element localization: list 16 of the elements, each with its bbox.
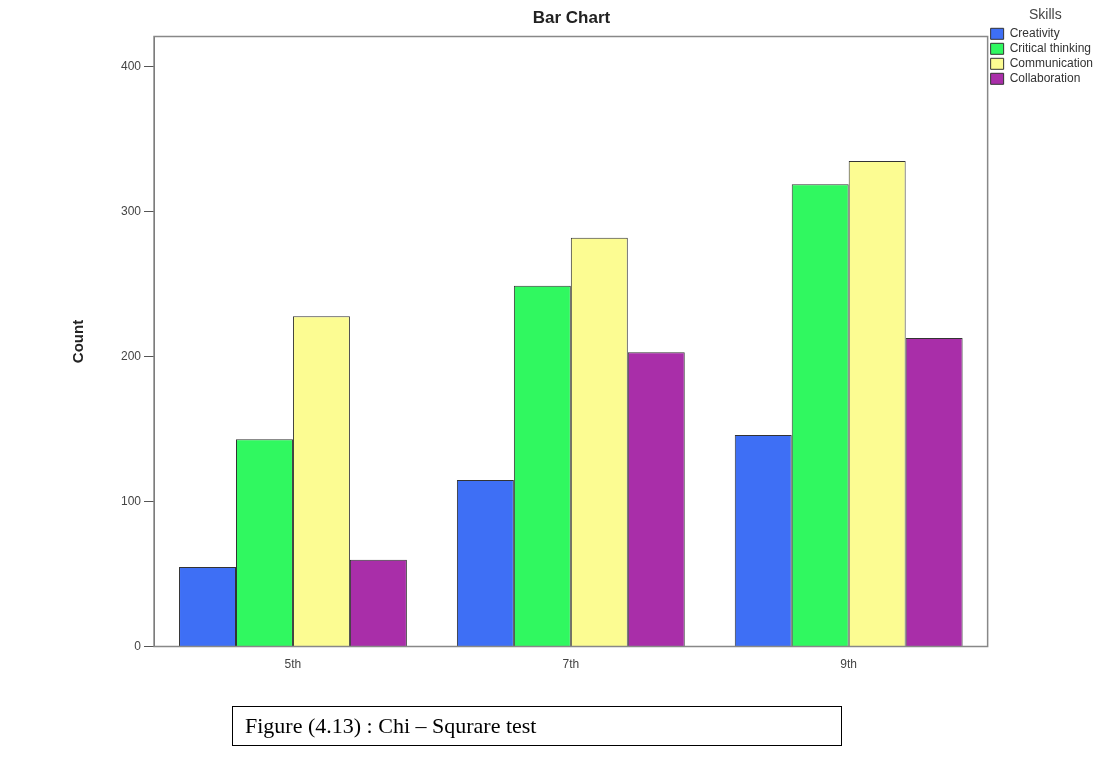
x-tick-label: 9th — [840, 657, 858, 672]
y-tick-label: 300 — [120, 204, 142, 219]
y-tick-label: 100 — [120, 493, 142, 508]
legend-title: Skills — [1028, 5, 1062, 22]
chart-title: Bar Chart — [532, 7, 611, 27]
text: Figure (4.13) : Chi – Squrare test — [232, 706, 842, 746]
legend-label: Critical thinking — [1009, 41, 1092, 56]
y-axis-title: Count — [69, 319, 87, 364]
y-tick-label: 400 — [120, 59, 142, 74]
legend-label: Communication — [1009, 56, 1094, 71]
legend-label: Creativity — [1009, 26, 1060, 41]
y-tick-label: 200 — [120, 349, 142, 364]
x-tick-label: 7th — [562, 657, 580, 672]
y-tick-label: 0 — [134, 638, 142, 653]
x-tick-label: 5th — [284, 657, 302, 672]
legend-label: Collaboration — [1009, 71, 1081, 86]
